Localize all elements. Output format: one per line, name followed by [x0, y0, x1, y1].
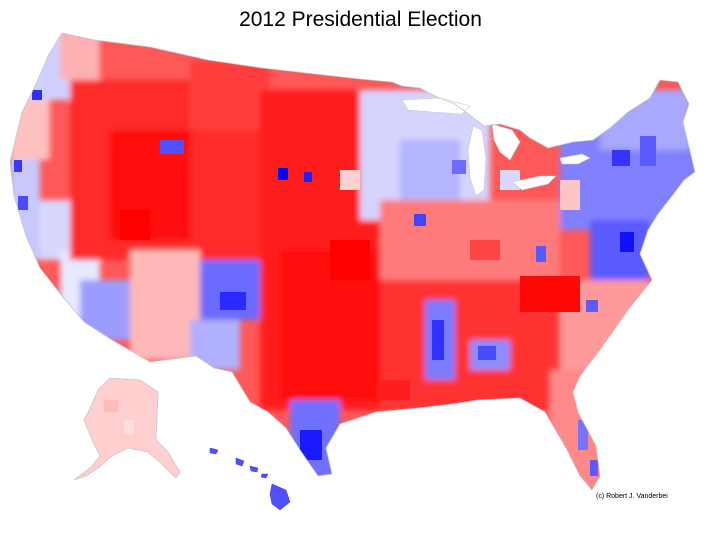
contiguous-us: [9, 32, 696, 491]
contiguous-us-outline: [9, 32, 696, 491]
county-accents: [14, 90, 656, 476]
map-title: 2012 Presidential Election: [239, 8, 482, 31]
great-lakes: [401, 97, 591, 197]
alaska: [73, 377, 181, 481]
credit-text: (c) Robert J. Vanderbei: [596, 493, 668, 500]
hawaii: [209, 447, 291, 511]
